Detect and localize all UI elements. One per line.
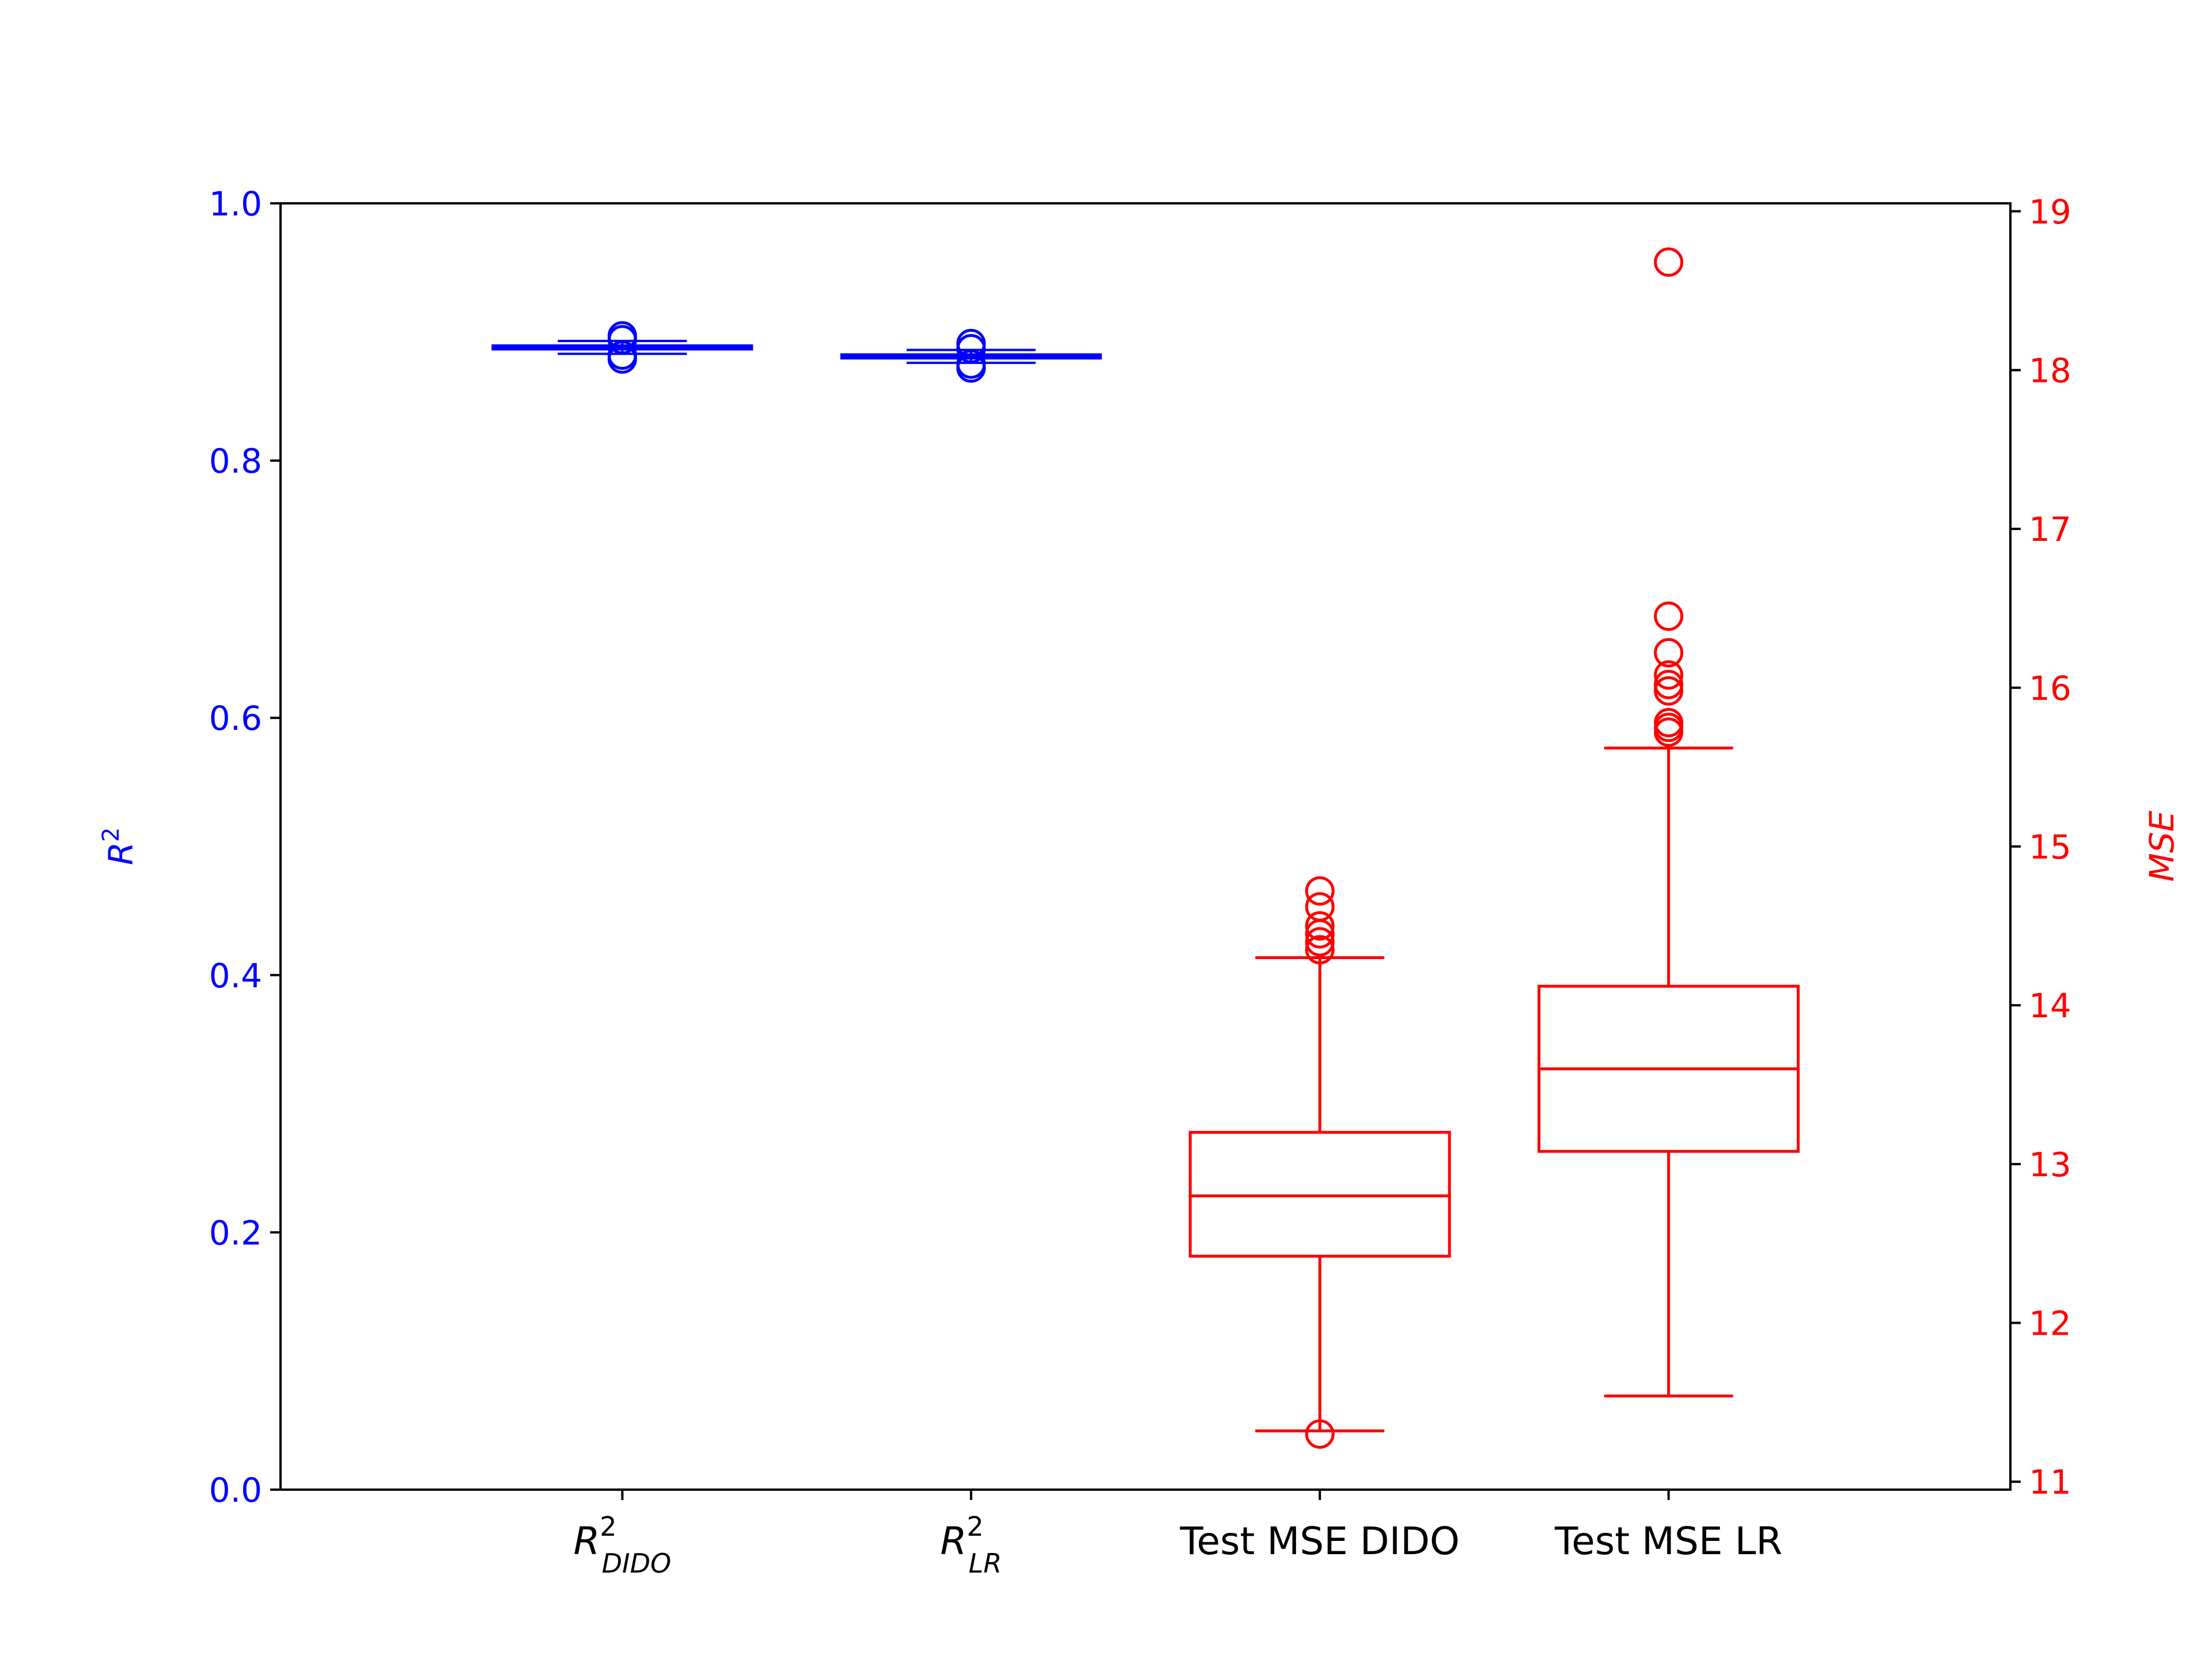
x-tick-label-sub: LR <box>969 1548 1002 1579</box>
x-tick-label-sub: DIDO <box>602 1548 672 1579</box>
box-1 <box>491 321 753 374</box>
outlier-point <box>1654 676 1684 706</box>
right-tick-label: 15 <box>2029 828 2071 867</box>
outlier-point <box>607 321 637 351</box>
outlier-point <box>1654 638 1684 668</box>
left-tick-label: 0.0 <box>209 1471 262 1510</box>
x-axis: R2 DIDO R2 LR Test MSE DIDO Test MSE LR <box>573 1490 1782 1579</box>
left-axis-label-base: R <box>101 842 141 865</box>
right-tick-label: 11 <box>2029 1463 2071 1502</box>
outlier-point <box>607 340 637 370</box>
outlier-point <box>1654 247 1684 277</box>
x-tick-label: R2 DIDO <box>573 1511 671 1579</box>
box-body <box>1188 1131 1451 1258</box>
x-tick-label: Test MSE DIDO <box>1179 1519 1460 1563</box>
outlier-point <box>1305 927 1335 957</box>
x-tick-label: Test MSE LR <box>1554 1519 1782 1563</box>
plot-frame <box>279 202 2012 1491</box>
right-tick-label: 14 <box>2029 986 2071 1025</box>
outlier-point <box>1654 601 1684 631</box>
left-y-axis: 0.0 0.2 0.4 0.6 0.8 1.0 <box>209 184 281 1510</box>
x-tick-label: R2 LR <box>940 1511 1002 1579</box>
outlier-point <box>1305 876 1335 906</box>
outlier-point <box>1654 707 1684 737</box>
left-tick-label: 1.0 <box>209 184 262 224</box>
right-tick-label: 13 <box>2029 1145 2071 1184</box>
left-axis-label-sup: 2 <box>98 827 124 842</box>
box-2 <box>840 328 1102 383</box>
right-tick-label: 17 <box>2029 510 2071 549</box>
right-y-axis: 11 12 13 14 15 16 17 18 19 <box>2010 192 2071 1502</box>
outlier-point <box>1654 669 1684 699</box>
outlier-point <box>956 349 986 379</box>
right-tick-label: 19 <box>2029 192 2071 232</box>
outlier-point <box>1305 911 1335 941</box>
outlier-point <box>956 328 986 358</box>
left-tick-label: 0.2 <box>209 1213 262 1252</box>
box-3 <box>1188 876 1451 1449</box>
left-tick-label: 0.4 <box>209 956 262 995</box>
box-4 <box>1537 247 1800 1397</box>
right-tick-label: 12 <box>2029 1304 2071 1343</box>
outlier-point <box>1305 892 1335 922</box>
left-tick-label: 0.8 <box>209 442 262 481</box>
box-series <box>491 247 1800 1449</box>
right-tick-label: 16 <box>2029 669 2071 708</box>
outlier-point <box>1654 660 1684 690</box>
right-axis-label: MSE <box>2142 810 2181 882</box>
left-axis-label: R2 <box>98 827 141 865</box>
x-tick-label-base: R <box>940 1519 967 1563</box>
x-tick-label-sup: 2 <box>967 1511 983 1542</box>
x-tick-label-sup: 2 <box>600 1511 616 1542</box>
outlier-point <box>1305 1419 1335 1449</box>
x-tick-label-base: R <box>573 1519 600 1563</box>
left-tick-label: 0.6 <box>209 699 262 738</box>
outlier-point <box>1305 935 1335 965</box>
right-tick-label: 18 <box>2029 351 2071 390</box>
